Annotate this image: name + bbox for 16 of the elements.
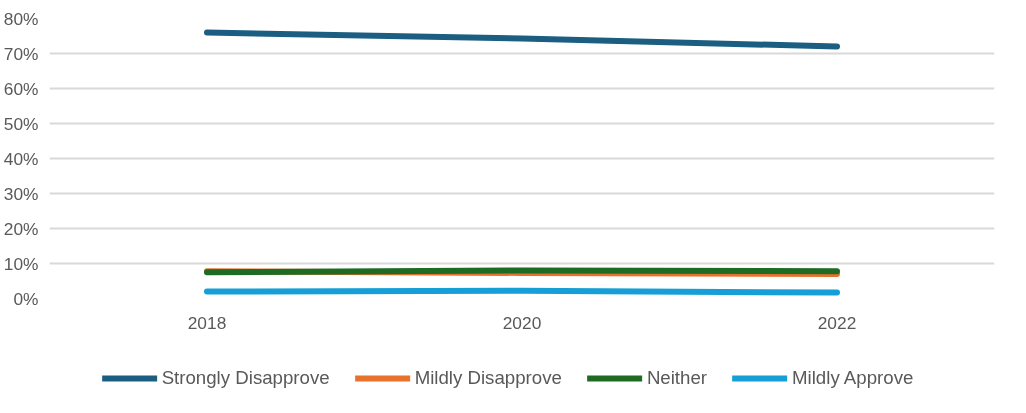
y-tick-label: 80% <box>3 8 39 29</box>
y-tick-label: 0% <box>13 288 39 309</box>
y-tick-label: 60% <box>3 78 39 99</box>
x-tick-label: 2018 <box>187 312 227 333</box>
y-tick-label: 50% <box>3 113 39 134</box>
x-tick-label: 2020 <box>502 312 542 333</box>
y-tick-label: 30% <box>3 183 39 204</box>
legend-label: Strongly Disapprove <box>161 367 330 389</box>
x-tick-label: 2022 <box>817 312 857 333</box>
y-tick-label: 10% <box>3 253 39 274</box>
y-tick-label: 40% <box>3 148 39 169</box>
legend-label: Mildly Approve <box>792 367 914 389</box>
y-tick-label: 20% <box>3 218 39 239</box>
legend-label: Mildly Disapprove <box>414 367 562 389</box>
y-tick-label: 70% <box>3 43 39 64</box>
legend-label: Neither <box>646 367 708 389</box>
